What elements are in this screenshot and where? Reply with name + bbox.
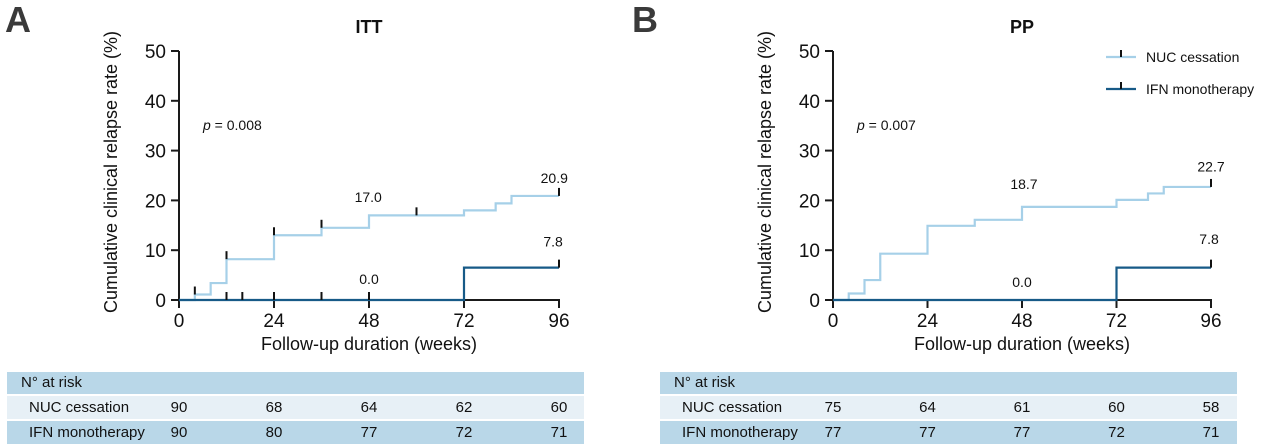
risk-count: 68 [265,399,283,416]
y-tick-label: 20 [799,191,820,212]
risk-table-header: N° at risk [660,372,1237,394]
annotation-label: 17.0 [355,189,382,205]
risk-table-header-label: N° at risk [674,374,736,391]
chart-title: ITT [356,17,383,37]
y-tick-label: 30 [145,142,166,163]
risk-count: 90 [170,399,188,416]
panel-letter-b: B [632,0,658,40]
legend-label: IFN monotherapy [1146,81,1254,97]
annotation-label: 22.7 [1197,159,1224,175]
risk-count: 75 [824,399,842,416]
y-tick-label: 10 [799,241,820,262]
risk-row-label: IFN monotherapy [682,424,798,441]
chart-panel-a: 0 10 20 30 40 50 0 24 48 72 96 ITT Cumulative clinic… [101,17,570,354]
risk-count: 77 [1013,424,1031,441]
risk-count: 77 [919,424,936,441]
x-tick-label: 96 [548,311,569,332]
p-value-label: p = 0.008 [202,117,262,133]
p-value-label: p = 0.007 [856,117,916,133]
annotation-label: 0.0 [359,271,379,287]
y-tick-label: 40 [145,92,166,113]
y-tick-label: 30 [799,142,820,163]
risk-table-itt: N° at risk NUC cessation 90 68 64 62 60 IFN … [7,372,584,444]
annotation-label: 7.8 [543,234,563,250]
risk-count: 64 [919,399,936,416]
chart-panel-b: 0 10 20 30 40 50 0 24 48 72 96 PP Cumulative clinica… [755,17,1254,354]
panel-letter-a: A [5,0,31,40]
x-tick-label: 48 [358,311,379,332]
x-tick-label: 72 [453,311,474,332]
risk-count: 71 [550,424,568,441]
risk-table-row-nuc: NUC cessation 75 64 61 60 58 [660,396,1237,419]
y-tick-label: 40 [799,92,820,113]
risk-count: 90 [170,424,188,441]
x-tick-label: 24 [917,311,939,332]
y-tick-label: 50 [145,42,166,63]
risk-count: 80 [265,424,283,441]
annotation-label: 18.7 [1010,176,1037,192]
annotation-label: 7.8 [1199,231,1219,247]
risk-table-row-nuc: NUC cessation 90 68 64 62 60 [7,396,584,419]
x-tick-label: 0 [828,311,839,332]
risk-row-label: IFN monotherapy [29,424,145,441]
risk-count: 58 [1202,399,1220,416]
y-tick-label: 0 [155,291,166,312]
risk-count: 77 [360,424,378,441]
annotation-label: 0.0 [1012,274,1032,290]
series-path-nuc-cessation [179,194,559,302]
risk-table-row-ifn: IFN monotherapy 77 77 77 72 71 [660,421,1237,444]
x-tick-label: 72 [1106,311,1127,332]
y-tick-label: 50 [799,42,820,63]
risk-table-row-ifn: IFN monotherapy 90 80 77 72 71 [7,421,584,444]
x-axis-label: Follow-up duration (weeks) [914,334,1130,354]
risk-count: 61 [1013,399,1031,416]
risk-row-label: NUC cessation [29,399,130,416]
y-tick-label: 0 [809,291,820,312]
y-axis-label: Cumulative clinical relapse rate (%) [101,31,121,313]
risk-row-label: NUC cessation [682,399,783,416]
km-charts-canvas: 0 10 20 30 40 50 0 24 48 72 96 ITT Cumulative clinic… [101,17,1254,354]
risk-count: 64 [360,399,378,416]
risk-count: 72 [455,424,473,441]
risk-count: 62 [455,399,473,416]
risk-count: 77 [824,424,842,441]
risk-table-pp: N° at risk NUC cessation 75 64 61 60 58 IFN … [660,372,1237,444]
x-tick-label: 96 [1200,311,1221,332]
risk-count: 72 [1108,424,1125,441]
series-path-nuc-cessation [833,185,1211,302]
risk-count: 60 [1108,399,1125,416]
x-axis-label: Follow-up duration (weeks) [261,334,477,354]
legend: NUC cessation IFN monotherapy [1106,49,1254,97]
annotation-label: 20.9 [541,170,568,186]
risk-count: 60 [550,399,568,416]
y-tick-label: 10 [145,241,166,262]
series-path-ifn-monotherapy [833,266,1211,302]
x-tick-label: 0 [174,311,185,332]
x-tick-label: 48 [1011,311,1032,332]
risk-table-header: N° at risk [7,372,584,394]
y-tick-label: 20 [145,191,166,212]
legend-label: NUC cessation [1146,49,1239,65]
risk-table-header-label: N° at risk [21,374,83,391]
risk-count: 71 [1202,424,1220,441]
x-tick-label: 24 [263,311,285,332]
chart-title: PP [1010,17,1034,37]
y-axis-label: Cumulative clinical relapse rate (%) [755,31,775,313]
